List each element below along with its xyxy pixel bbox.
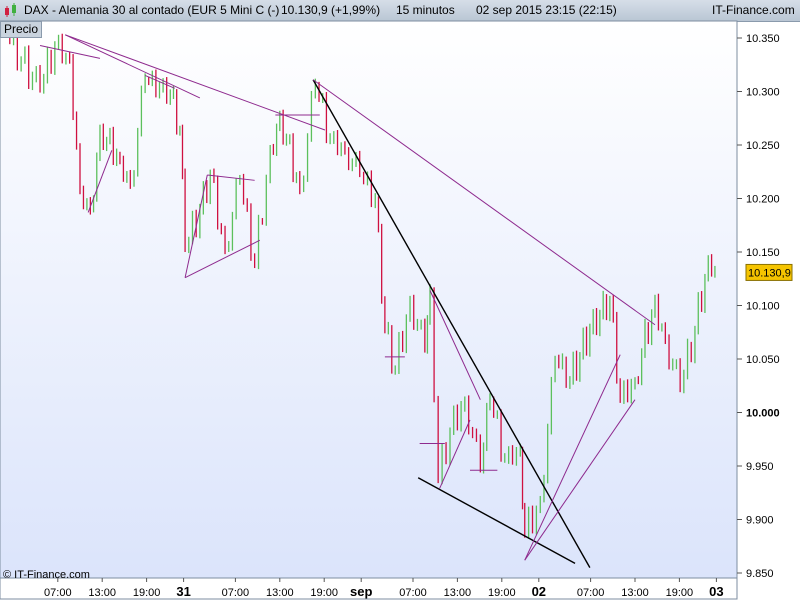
x-tick-label: 13:00 [444, 587, 472, 599]
x-axis-area [0, 577, 738, 600]
trendline [184, 239, 261, 279]
x-tick-label: sep [350, 584, 372, 599]
y-tick-label: 10.050 [746, 354, 780, 366]
interval: 15 minutos [396, 3, 455, 17]
datetime: 02 sep 2015 23:15 (22:15) [476, 3, 617, 17]
trendline [429, 290, 481, 400]
trendline [417, 477, 576, 564]
brand: IT-Finance.com [712, 3, 795, 17]
trendline [439, 419, 471, 489]
price-change: 10.130,9 (+1,99%) [281, 3, 381, 17]
trendline [312, 79, 591, 568]
x-tick-label: 02 [532, 584, 546, 599]
trendline [65, 34, 326, 131]
x-tick-label: 07:00 [222, 587, 250, 599]
y-tick-label: 10.200 [746, 194, 780, 206]
y-tick-label: 10.100 [746, 301, 780, 313]
trendline [524, 354, 621, 561]
x-tick-label: 03 [709, 584, 723, 599]
trendline [207, 174, 255, 181]
x-tick-label: 31 [176, 584, 190, 599]
title-bar: DAX - Alemania 30 al contado (EUR 5 Mini… [0, 0, 800, 22]
x-tick-label: 13:00 [621, 587, 649, 599]
y-tick-label: 10.300 [746, 87, 780, 99]
last-price-marker [745, 263, 793, 281]
trendline [184, 174, 208, 278]
y-tick-label: 10.250 [746, 140, 780, 152]
x-tick-label: 13:00 [266, 587, 294, 599]
y-tick-label: 9.850 [746, 568, 774, 580]
trendline [87, 150, 113, 213]
x-tick-label: 07:00 [44, 587, 72, 599]
y-tick-label: 10.000 [746, 408, 780, 420]
trendline [64, 34, 201, 99]
x-tick-label: 07:00 [399, 587, 427, 599]
y-tick-label: 10.350 [746, 33, 780, 45]
instrument-title: DAX - Alemania 30 al contado (EUR 5 Mini… [24, 3, 280, 17]
y-tick-label: 9.950 [746, 461, 774, 473]
x-tick-label: 07:00 [577, 587, 605, 599]
copyright: © IT-Finance.com [3, 569, 90, 581]
x-tick-label: 19:00 [666, 587, 694, 599]
candlestick-logo-icon [5, 3, 16, 17]
trendline [39, 45, 101, 59]
trendline [144, 74, 175, 89]
trendline [312, 79, 656, 326]
x-tick-label: 19:00 [310, 587, 338, 599]
x-tick-label: 13:00 [88, 587, 116, 599]
x-tick-label: 19:00 [488, 587, 516, 599]
panel-label: Precio [0, 21, 43, 38]
last-price-label: 10.130,9 [748, 267, 791, 279]
trendline [524, 399, 636, 561]
y-tick-label: 10.150 [746, 247, 780, 259]
y-tick-label: 9.900 [746, 515, 774, 527]
x-tick-label: 19:00 [133, 587, 161, 599]
plot-area [0, 20, 738, 579]
